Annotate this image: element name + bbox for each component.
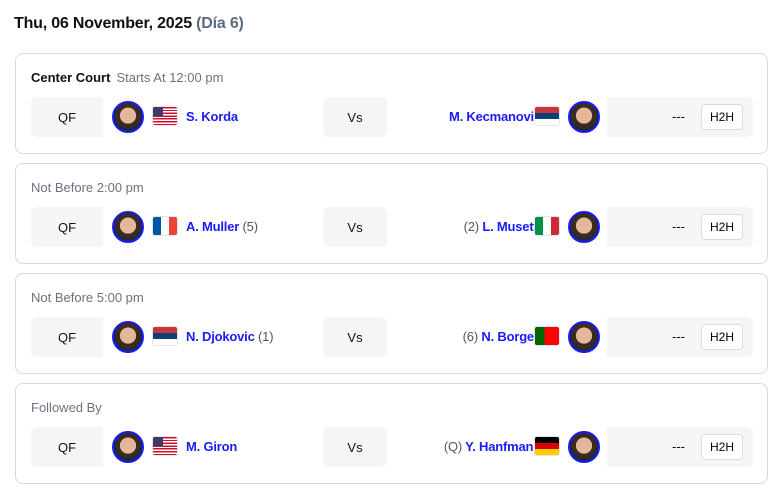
score: --- bbox=[672, 219, 685, 234]
player1-flag-icon bbox=[153, 107, 177, 125]
player2-name[interactable]: (6) N. Borges bbox=[462, 329, 542, 344]
match-header: Not Before 2:00 pm bbox=[31, 180, 144, 195]
player1-seed: (5) bbox=[242, 219, 259, 234]
player2-avatar[interactable] bbox=[568, 321, 600, 353]
player1-link[interactable]: A. Muller bbox=[186, 219, 240, 234]
player1-name[interactable]: A. Muller (5) bbox=[186, 219, 258, 234]
player2-flag-icon bbox=[535, 327, 559, 345]
round-label: QF bbox=[31, 97, 103, 137]
page-title: Thu, 06 November, 2025 (Día 6) bbox=[14, 15, 244, 33]
score: --- bbox=[672, 109, 685, 124]
player2-name[interactable]: (Q) Y. Hanfmann bbox=[444, 439, 541, 454]
score-box: --- H2H bbox=[607, 427, 753, 467]
match-header: Not Before 5:00 pm bbox=[31, 290, 144, 305]
player2-avatar[interactable] bbox=[568, 101, 600, 133]
player1-avatar[interactable] bbox=[112, 431, 144, 463]
player2-link[interactable]: N. Borges bbox=[481, 329, 541, 344]
h2h-button[interactable]: H2H bbox=[701, 324, 743, 350]
match-card: Not Before 5:00 pm QF N. Djokovic (1) Vs… bbox=[15, 273, 768, 374]
player2-flag-icon bbox=[535, 217, 559, 235]
score-box: --- H2H bbox=[607, 207, 753, 247]
player1-name[interactable]: S. Korda bbox=[186, 109, 238, 124]
match-card: Center Court Starts At 12:00 pm QF S. Kor… bbox=[15, 53, 768, 154]
player2-name[interactable]: M. Kecmanovic bbox=[449, 109, 541, 124]
match-header: Center Court Starts At 12:00 pm bbox=[31, 70, 223, 85]
match-row[interactable]: QF M. Giron Vs (Q) Y. Hanfmann --- H2H bbox=[31, 427, 753, 467]
court-name: Center Court bbox=[31, 70, 111, 85]
score-box: --- H2H bbox=[607, 97, 753, 137]
match-row[interactable]: QF A. Muller (5) Vs (2) L. Musetti --- H… bbox=[31, 207, 753, 247]
date: Thu, 06 November, 2025 bbox=[14, 15, 192, 32]
player2-seed: (2) bbox=[463, 219, 480, 234]
player2-flag-icon bbox=[535, 107, 559, 125]
player1-avatar[interactable] bbox=[112, 321, 144, 353]
player1-flag-icon bbox=[153, 217, 177, 235]
score: --- bbox=[672, 329, 685, 344]
player1-link[interactable]: S. Korda bbox=[186, 109, 238, 124]
player2-flag-icon bbox=[535, 437, 559, 455]
round-label: QF bbox=[31, 207, 103, 247]
player2-avatar[interactable] bbox=[568, 431, 600, 463]
player2-name[interactable]: (2) L. Musetti bbox=[463, 219, 542, 234]
h2h-button[interactable]: H2H bbox=[701, 214, 743, 240]
day-number: (Día 6) bbox=[196, 15, 244, 32]
player1-avatar[interactable] bbox=[112, 101, 144, 133]
player1-avatar[interactable] bbox=[112, 211, 144, 243]
match-time: Not Before 2:00 pm bbox=[31, 180, 144, 195]
match-card: Followed By QF M. Giron Vs (Q) Y. Hanfma… bbox=[15, 383, 768, 484]
score: --- bbox=[672, 439, 685, 454]
match-time: Starts At 12:00 pm bbox=[116, 70, 224, 85]
player2-link[interactable]: M. Kecmanovic bbox=[448, 109, 541, 124]
vs-label: Vs bbox=[323, 207, 387, 247]
player2-seed: (6) bbox=[462, 329, 479, 344]
player1-link[interactable]: N. Djokovic bbox=[186, 329, 255, 344]
player1-name[interactable]: M. Giron bbox=[186, 439, 237, 454]
h2h-button[interactable]: H2H bbox=[701, 104, 743, 130]
round-label: QF bbox=[31, 317, 103, 357]
player1-seed: (1) bbox=[258, 329, 274, 344]
match-time: Followed By bbox=[31, 400, 102, 415]
round-label: QF bbox=[31, 427, 103, 467]
player1-flag-icon bbox=[153, 437, 177, 455]
player2-avatar[interactable] bbox=[568, 211, 600, 243]
vs-label: Vs bbox=[323, 427, 387, 467]
player1-flag-icon bbox=[153, 327, 177, 345]
player1-link[interactable]: M. Giron bbox=[186, 439, 238, 454]
player1-name[interactable]: N. Djokovic (1) bbox=[186, 329, 274, 344]
match-row[interactable]: QF N. Djokovic (1) Vs (6) N. Borges --- … bbox=[31, 317, 753, 357]
player2-link[interactable]: Y. Hanfmann bbox=[465, 439, 541, 454]
player2-link[interactable]: L. Musetti bbox=[482, 219, 541, 234]
h2h-button[interactable]: H2H bbox=[701, 434, 743, 460]
score-box: --- H2H bbox=[607, 317, 753, 357]
vs-label: Vs bbox=[323, 317, 387, 357]
vs-label: Vs bbox=[323, 97, 387, 137]
match-header: Followed By bbox=[31, 400, 102, 415]
player2-seed: (Q) bbox=[443, 439, 462, 454]
match-time: Not Before 5:00 pm bbox=[31, 290, 144, 305]
match-card: Not Before 2:00 pm QF A. Muller (5) Vs (… bbox=[15, 163, 768, 264]
match-row[interactable]: QF S. Korda Vs M. Kecmanovic --- H2H bbox=[31, 97, 753, 137]
